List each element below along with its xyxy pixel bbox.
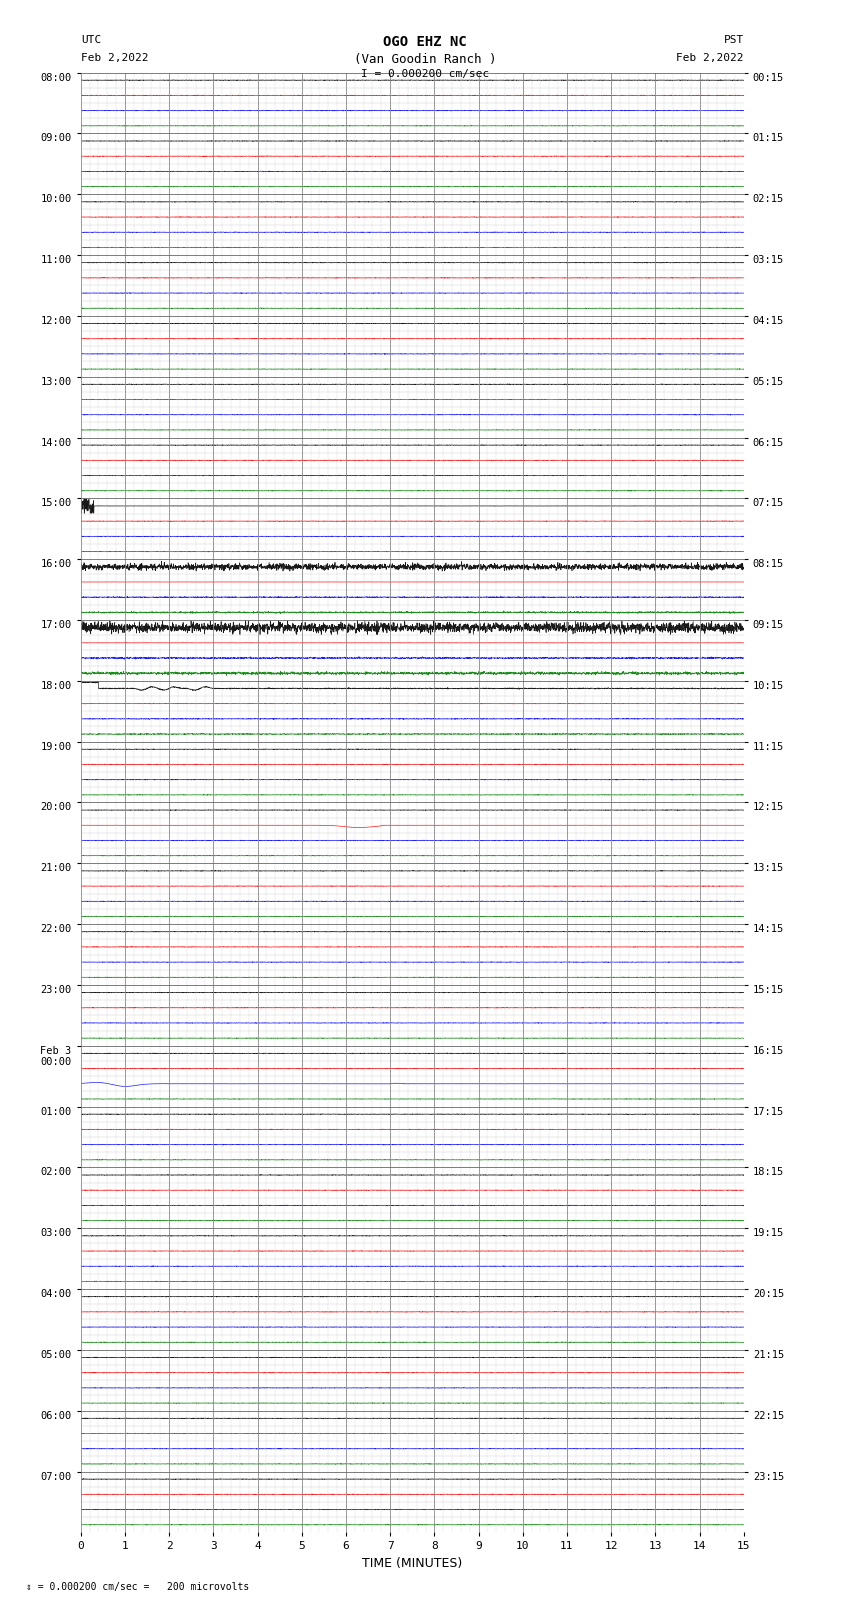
Text: Feb 2,2022: Feb 2,2022 [677,53,744,63]
Text: (Van Goodin Ranch ): (Van Goodin Ranch ) [354,53,496,66]
Text: I = 0.000200 cm/sec: I = 0.000200 cm/sec [361,69,489,79]
Text: ⇕ = 0.000200 cm/sec =   200 microvolts: ⇕ = 0.000200 cm/sec = 200 microvolts [26,1582,249,1592]
Text: UTC: UTC [81,35,101,45]
Text: OGO EHZ NC: OGO EHZ NC [383,35,467,50]
Text: PST: PST [723,35,744,45]
X-axis label: TIME (MINUTES): TIME (MINUTES) [362,1557,462,1569]
Text: Feb 2,2022: Feb 2,2022 [81,53,148,63]
